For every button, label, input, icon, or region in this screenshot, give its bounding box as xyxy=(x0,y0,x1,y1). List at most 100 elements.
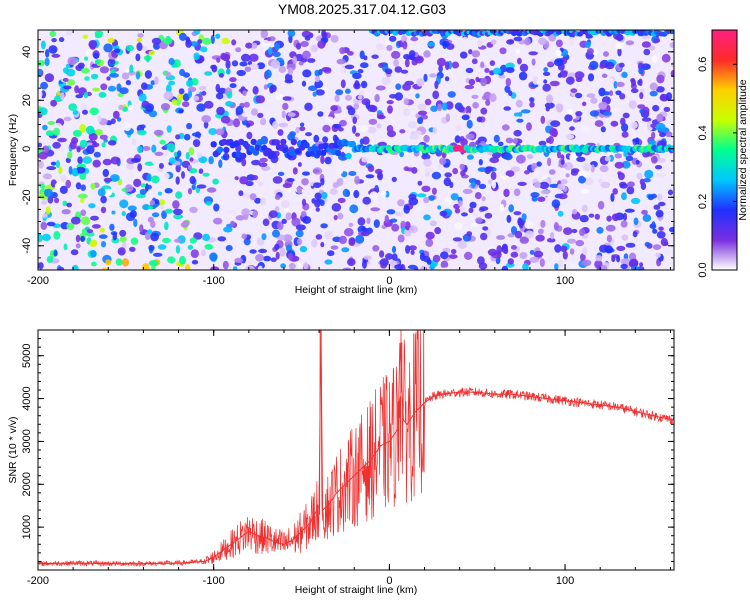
spectrogram-cell xyxy=(38,262,44,270)
spectrogram-cell xyxy=(205,200,212,206)
spectrogram-cell xyxy=(92,142,100,148)
spectrogram-cell xyxy=(341,247,350,253)
spectrogram-cell xyxy=(161,210,167,219)
spectrogram-cell xyxy=(100,195,107,204)
spectrogram-cell xyxy=(274,194,281,200)
spectrogram-cell xyxy=(526,154,534,160)
spectrogram-cell xyxy=(255,253,264,262)
y-tick-label: -20 xyxy=(21,189,33,205)
spectrogram-cell xyxy=(568,37,576,43)
spectrogram-cell xyxy=(393,58,399,67)
spectrogram-cell xyxy=(48,45,58,54)
spectrogram-cell xyxy=(184,264,191,270)
spectrogram-cell xyxy=(425,231,435,240)
spectrogram-cell xyxy=(201,37,212,45)
spectrogram-cell xyxy=(302,50,311,59)
spectrogram-cell xyxy=(42,173,53,180)
spectrogram-cell xyxy=(598,178,603,184)
spectrogram-cell xyxy=(183,133,191,141)
spectrogram-cell xyxy=(517,57,522,65)
spectrogram-cell xyxy=(259,117,267,126)
spectrogram-cell xyxy=(632,231,638,238)
spectrogram-cell xyxy=(241,233,247,240)
spectrogram-cell xyxy=(643,48,651,56)
spectrogram-cell xyxy=(575,111,583,117)
spectrogram-cell xyxy=(536,78,541,86)
x-tick-label: 0 xyxy=(386,575,392,587)
spectrogram-cell xyxy=(457,240,467,250)
spectrogram-cell xyxy=(655,252,661,258)
spectrogram-cell xyxy=(426,258,432,265)
spectrogram-cell xyxy=(63,243,68,251)
spectrogram-cell xyxy=(85,49,93,56)
spectrogram-cell xyxy=(402,83,412,91)
spectrogram-cell xyxy=(613,81,618,89)
spectrogram-cell xyxy=(354,80,360,88)
spectrogram-cell xyxy=(403,53,411,60)
spectrogram-cell xyxy=(142,146,151,151)
spectrogram-cell xyxy=(601,73,608,79)
spectrogram-cell xyxy=(522,263,529,270)
spectrogram-cell xyxy=(139,224,144,233)
spectrogram-cell xyxy=(97,115,102,123)
spectrogram-cell xyxy=(141,100,150,109)
spectrogram-cell xyxy=(559,70,568,78)
spectrogram-cell xyxy=(459,136,465,142)
spectrogram-cell xyxy=(476,116,483,123)
spectrogram-cell xyxy=(595,255,603,262)
spectrogram-cell xyxy=(557,183,566,191)
spectrogram-cell xyxy=(402,40,408,50)
spectrogram-cell xyxy=(258,162,268,167)
spectrogram-cell xyxy=(331,203,342,212)
spectrogram-cell xyxy=(403,107,410,117)
spectrogram-cell xyxy=(92,87,100,92)
spectrogram-cell xyxy=(441,267,450,270)
spectrogram-cell xyxy=(620,258,631,265)
spectrogram-cell xyxy=(137,163,143,172)
spectrogram-cell xyxy=(513,36,523,42)
spectrogram-cell xyxy=(555,39,563,48)
spectrogram-cell xyxy=(386,125,394,133)
spectrogram-cell xyxy=(106,76,111,81)
spectrogram-cell xyxy=(642,214,652,222)
y-tick-label: 0 xyxy=(21,146,33,152)
spectrogram-cell xyxy=(628,100,637,109)
spectrogram-cell xyxy=(146,173,152,182)
spectrogram-cell xyxy=(355,234,365,244)
spectrogram-cell xyxy=(515,48,521,55)
spectrogram-cell xyxy=(425,238,434,247)
spectrogram-cell xyxy=(100,83,108,91)
spectrogram-cell xyxy=(243,214,249,221)
spectrogram-cell xyxy=(191,132,202,137)
spectrogram-cell xyxy=(252,175,259,181)
spectrogram-cell xyxy=(199,46,208,53)
spectrogram-cell xyxy=(321,30,327,38)
spectrogram-cell xyxy=(407,121,417,129)
spectrogram-cell xyxy=(86,229,94,234)
spectrogram-cell xyxy=(296,185,303,195)
spectrogram-cell xyxy=(80,235,85,242)
spectrogram-cell xyxy=(324,231,334,240)
spectrogram-cell xyxy=(589,60,599,70)
spectrogram-cell xyxy=(414,204,425,211)
spectrogram-cell xyxy=(144,161,155,166)
spectrogram-cell xyxy=(301,178,309,186)
spectrogram-cell xyxy=(570,88,578,93)
spectrogram-cell xyxy=(140,82,148,90)
spectrogram-cell xyxy=(485,166,494,172)
spectrogram-cell xyxy=(125,80,132,86)
spectrogram-cell xyxy=(405,167,416,172)
spectrogram-cell xyxy=(399,129,406,134)
spectrogram-cell xyxy=(668,226,674,233)
spectrogram-cell xyxy=(197,39,203,44)
spectrogram-cell xyxy=(259,157,268,163)
spectrogram-cell xyxy=(618,62,625,68)
spectrogram-cell xyxy=(235,106,244,115)
spectrogram-cell xyxy=(310,44,319,53)
spectrogram-cell xyxy=(167,143,176,152)
spectrogram-cell xyxy=(370,105,378,113)
spectrogram-cell xyxy=(417,180,423,186)
spectrogram-cell xyxy=(436,57,446,67)
spectrogram-cell xyxy=(65,179,71,189)
